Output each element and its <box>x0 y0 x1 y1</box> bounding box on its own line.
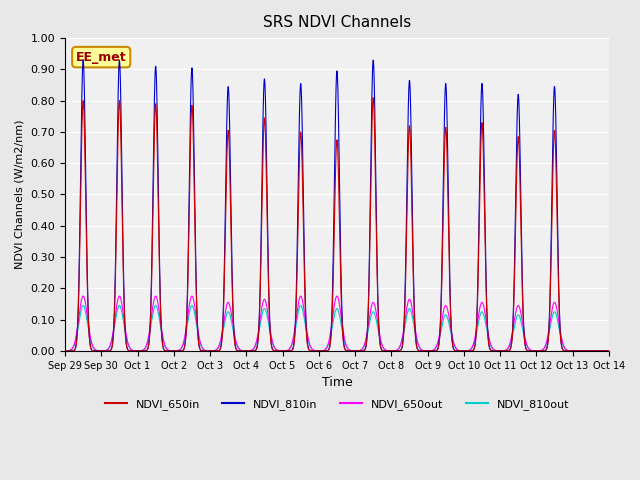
Legend: NDVI_650in, NDVI_810in, NDVI_650out, NDVI_810out: NDVI_650in, NDVI_810in, NDVI_650out, NDV… <box>100 394 574 414</box>
Y-axis label: NDVI Channels (W/m2/nm): NDVI Channels (W/m2/nm) <box>15 120 25 269</box>
X-axis label: Time: Time <box>321 376 353 389</box>
Title: SRS NDVI Channels: SRS NDVI Channels <box>263 15 411 30</box>
Text: EE_met: EE_met <box>76 50 127 64</box>
